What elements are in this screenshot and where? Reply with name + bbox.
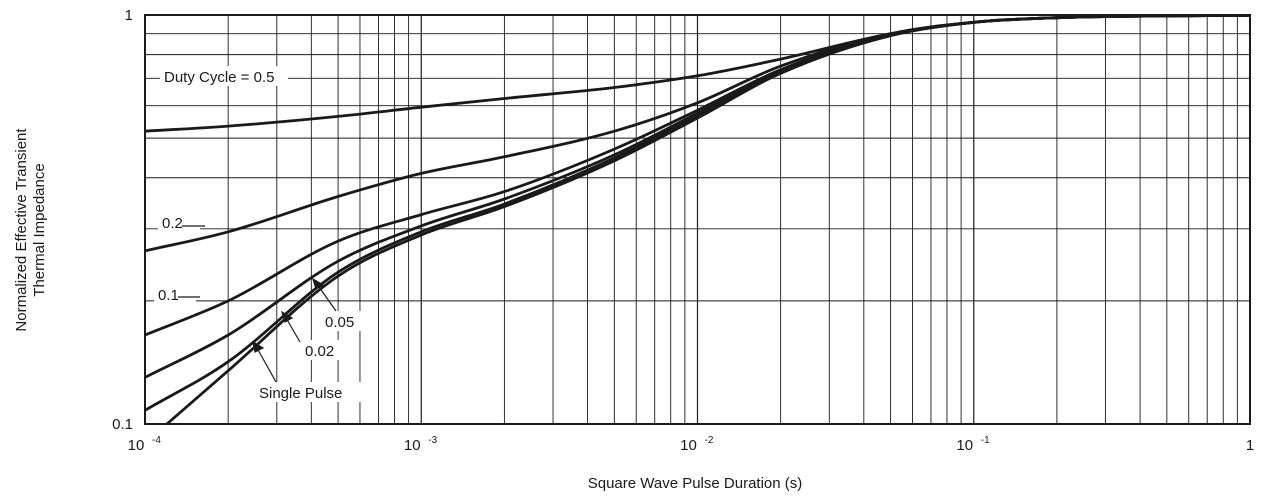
- series-lines: [144, 14, 1251, 426]
- leader-0.02: [285, 317, 301, 343]
- leader-single-pulse: [256, 347, 277, 383]
- x-tick-exponent: -3: [428, 435, 437, 446]
- duty-label-0.1-backdrop: [154, 285, 196, 305]
- series-line: [165, 14, 1251, 426]
- duty-label-0.05-backdrop: [322, 311, 366, 331]
- y-axis-title: Normalized Effective Transient Thermal I…: [13, 128, 48, 332]
- duty-label-single-pulse-backdrop: [256, 382, 366, 402]
- duty-label-0.02-backdrop: [302, 340, 346, 360]
- plot-frame: [144, 14, 1251, 425]
- x-tick-base: 1: [1246, 437, 1254, 454]
- x-tick-exponent: -2: [705, 435, 714, 446]
- x-tick-base: 10: [680, 437, 697, 454]
- x-axis-title: Square Wave Pulse Duration (s): [588, 475, 803, 492]
- x-tick-base: 10: [956, 437, 973, 454]
- tick-labels: 10 -4 10 -3 10 -2 10 -1 1 0.1 1: [112, 7, 1254, 454]
- annotations: Duty Cycle = 0.5 0.2 0.1 0.05 0.02 Singl…: [154, 66, 366, 402]
- x-tick-label: 1: [1246, 437, 1254, 454]
- grid-lines: [144, 15, 1250, 424]
- duty-label-0.5-backdrop: [160, 66, 288, 86]
- duty-label-0.2-backdrop: [158, 212, 200, 232]
- duty-label-0.5: Duty Cycle = 0.5: [164, 69, 274, 86]
- arrowhead-0.05: [311, 277, 325, 290]
- x-tick-label: 10 -4: [128, 435, 162, 454]
- y-tick-label: 1: [125, 7, 133, 24]
- x-tick-exponent: -1: [981, 435, 990, 446]
- y-axis-title-line-2: Thermal Impedance: [31, 163, 48, 296]
- y-axis-title-line-1: Normalized Effective Transient: [13, 128, 30, 332]
- arrowhead-0.02: [280, 310, 294, 323]
- duty-label-single-pulse: Single Pulse: [259, 385, 342, 402]
- duty-label-0.1: 0.1: [158, 287, 179, 304]
- x-tick-label: 10 -1: [956, 435, 990, 454]
- x-tick-base: 10: [404, 437, 421, 454]
- x-tick-label: 10 -3: [404, 435, 438, 454]
- leader-lines: [178, 225, 337, 383]
- arrowhead-single-pulse: [252, 340, 265, 353]
- duty-label-0.05: 0.05: [325, 314, 354, 331]
- y-tick-label: 0.1: [112, 416, 133, 433]
- duty-label-0.02: 0.02: [305, 343, 334, 360]
- x-tick-base: 10: [128, 437, 145, 454]
- x-tick-exponent: -4: [152, 435, 161, 446]
- x-tick-label: 10 -2: [680, 435, 714, 454]
- duty-label-0.2: 0.2: [162, 215, 183, 232]
- leader-0.05: [316, 283, 337, 312]
